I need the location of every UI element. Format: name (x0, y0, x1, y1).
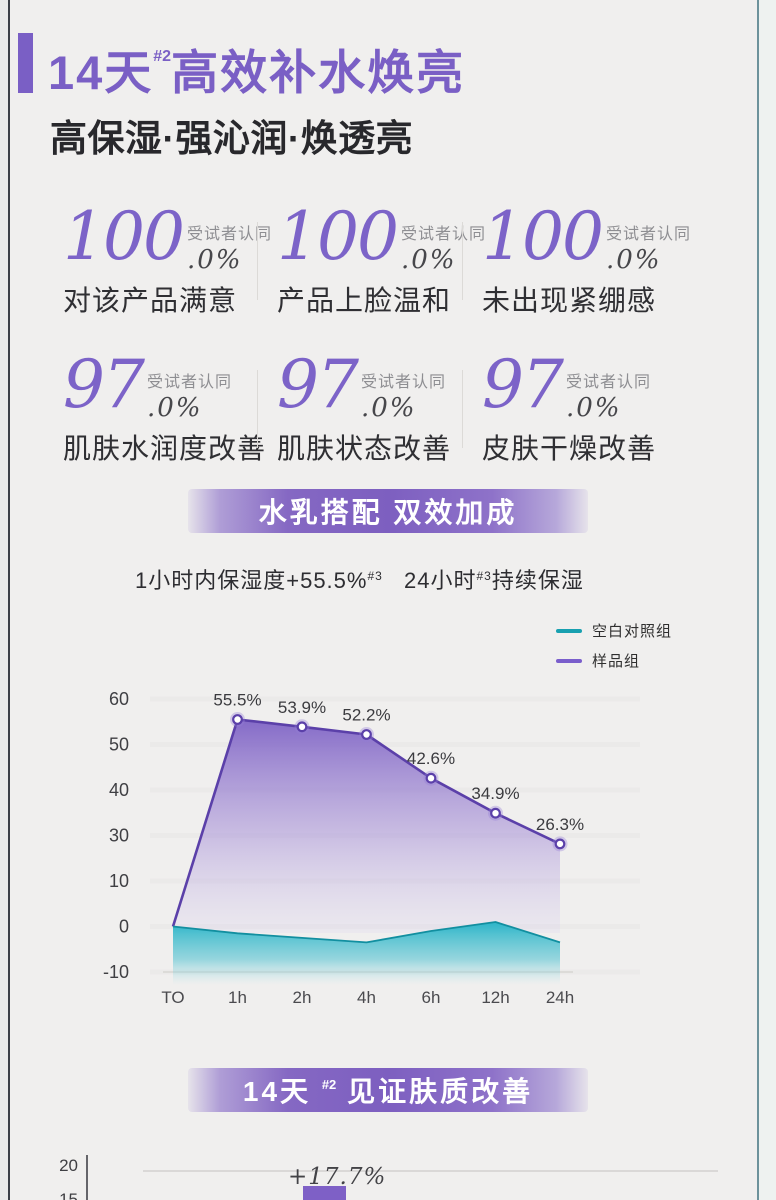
bar-17.7 (303, 1186, 346, 1200)
stat-decimal: .0% (186, 245, 243, 275)
stat-caption: 肌肤水润度改善 (63, 433, 267, 464)
stat-decimal: .0% (360, 393, 417, 423)
legend-item: 空白对照组 (556, 620, 672, 641)
stat-caption: 产品上脸温和 (277, 285, 452, 316)
stat-value: 97 (63, 346, 145, 423)
stat-card: 97 受试者认同 .0% 皮肤干燥改善 (462, 346, 746, 494)
headline-24h-moisture: 24小时#3持续保湿 (404, 568, 584, 593)
control-line (172, 921, 561, 944)
data-point-marker (490, 807, 501, 819)
stat-card: 97 受试者认同 .0% 肌肤状态改善 (257, 346, 462, 494)
y-tick-label: 0 (119, 917, 129, 937)
stats-grid: 100 受试者认同 .0% 对该产品满意 100 受试者认同 .0% 产品上脸温和 100 受试者… (30, 198, 746, 494)
data-point-label: 34.9% (471, 784, 519, 803)
stat-decimal: .0% (400, 245, 457, 275)
page-right-margin (759, 0, 776, 1200)
bar-chart-y-axis (86, 1155, 88, 1200)
stat-card: 97 受试者认同 .0% 肌肤水润度改善 (30, 346, 267, 494)
bar-chart-ytick-20: 20 (59, 1156, 78, 1175)
stat-value: 97 (482, 346, 564, 423)
stat-tag: 受试者认同 (186, 226, 272, 243)
chart-legend: 空白对照组 样品组 (556, 620, 672, 671)
data-point-marker (296, 721, 308, 733)
stat-card: 100 受试者认同 .0% 对该产品满意 (30, 198, 271, 346)
moisture-chart-svg: 60 50 40 30 10 0 -10 55.5% 53.9% 52.2% 42.6% 34.9% 2… (103, 689, 584, 1007)
stat-value: 97 (277, 346, 359, 423)
legend-swatch (556, 658, 582, 663)
x-tick-label: 4h (357, 988, 376, 1007)
page-right-border (757, 0, 759, 1200)
data-point-label: 53.9% (278, 698, 326, 717)
x-tick-label: TO (161, 988, 184, 1007)
page-title: 14天#2高效补水焕亮 (48, 46, 466, 99)
data-point-label: 52.2% (342, 706, 390, 725)
bar-chart-ytick-15: 15 (59, 1190, 78, 1200)
legend-swatch (556, 628, 582, 633)
y-tick-label: 40 (109, 780, 129, 800)
y-tick-label: 30 (109, 826, 129, 846)
stat-caption: 未出现紧绷感 (482, 285, 657, 316)
stat-value: 100 (277, 198, 399, 275)
stat-tag: 受试者认同 (400, 226, 486, 243)
x-tick-label: 12h (481, 988, 509, 1007)
y-tick-label: 10 (109, 871, 129, 891)
x-tick-label: 2h (293, 988, 312, 1007)
banner-combo-label: 水乳搭配 双效加成 (258, 497, 518, 528)
page-left-border (8, 0, 10, 1200)
stat-decimal: .0% (565, 393, 622, 423)
stat-tag: 受试者认同 (360, 374, 446, 391)
x-tick-label: 6h (422, 988, 441, 1007)
legend-item: 样品组 (556, 650, 672, 671)
data-point-marker (554, 838, 566, 850)
data-point-marker (425, 772, 437, 784)
data-point-label: 26.3% (536, 815, 584, 834)
banner-combo: 水乳搭配 双效加成 (188, 489, 588, 533)
stat-card: 100 受试者认同 .0% 未出现紧绷感 (462, 198, 746, 346)
y-tick-label: 50 (109, 735, 129, 755)
page-left-margin (0, 0, 8, 1200)
bar-label: +17.7% (288, 1164, 387, 1190)
legend-label: 空白对照组 (592, 623, 673, 640)
data-point-marker (361, 729, 372, 740)
sample-area (173, 719, 560, 933)
stat-caption: 皮肤干燥改善 (482, 433, 657, 464)
stat-value: 100 (63, 198, 185, 275)
stat-decimal: .0% (146, 393, 203, 423)
stat-card: 100 受试者认同 .0% 产品上脸温和 (257, 198, 485, 346)
x-tick-label: 1h (228, 988, 247, 1007)
x-tick-label: 24h (546, 988, 574, 1007)
headline-1h-moisture: 1小时内保湿度+55.5%#3 (135, 568, 383, 593)
control-area (173, 922, 560, 985)
stat-caption: 肌肤状态改善 (277, 433, 452, 464)
page-subtitle: 高保湿·强沁润·焕透亮 (50, 118, 414, 159)
title-accent-bar (18, 33, 33, 93)
y-tick-label: -10 (103, 962, 129, 982)
stat-tag: 受试者认同 (605, 226, 691, 243)
legend-label: 样品组 (592, 653, 641, 670)
y-tick-label: 60 (109, 689, 129, 709)
stat-decimal: .0% (605, 245, 662, 275)
stat-tag: 受试者认同 (146, 374, 232, 391)
improvement-bar-chart: 20 15 +17.7% (0, 1140, 776, 1200)
bar-chart-gridline (143, 1170, 718, 1172)
title-superscript: #2 (153, 48, 172, 65)
banner-improve: 14天 #2 见证肤质改善 (188, 1068, 588, 1112)
data-point-label: 55.5% (213, 691, 261, 710)
stat-caption: 对该产品满意 (63, 285, 238, 316)
data-point-marker (232, 714, 243, 725)
stat-value: 100 (482, 198, 604, 275)
moisture-line-chart: 60 50 40 30 10 0 -10 55.5% 53.9% 52.2% 42.6% 34.9% 2… (95, 685, 675, 1020)
banner-improve-label: 14天 #2 见证肤质改善 (242, 1076, 534, 1107)
data-point-label: 42.6% (407, 749, 455, 768)
stat-tag: 受试者认同 (565, 374, 651, 391)
